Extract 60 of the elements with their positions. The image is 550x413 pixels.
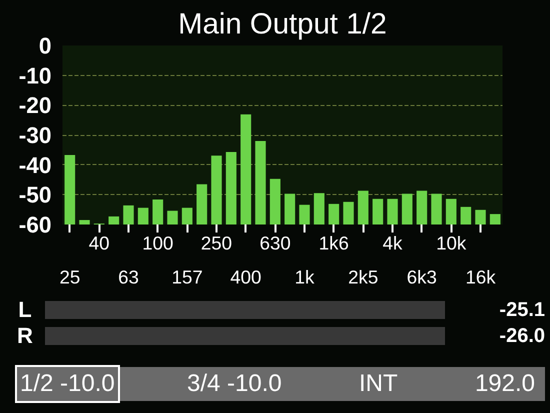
x-tick-label: 25 bbox=[59, 266, 80, 288]
x-tick-label: 2k5 bbox=[348, 266, 378, 288]
x-tick-label: 100 bbox=[142, 232, 174, 254]
x-tick-label: 4k bbox=[382, 232, 404, 254]
bar bbox=[211, 156, 222, 224]
y-tick-label: 0 bbox=[38, 32, 52, 58]
x-tick-label: 16k bbox=[465, 266, 496, 288]
text: 3/4 -10.0 bbox=[186, 368, 283, 399]
x-tick-label: 250 bbox=[200, 232, 232, 254]
y-tick-label: -30 bbox=[18, 122, 52, 148]
bar bbox=[416, 190, 428, 224]
bar bbox=[446, 198, 456, 224]
text: 192.0 bbox=[474, 368, 536, 399]
bar bbox=[152, 199, 164, 224]
category-label: L bbox=[18, 297, 32, 322]
bar bbox=[123, 205, 134, 224]
bar bbox=[79, 220, 90, 224]
bar bbox=[328, 204, 340, 224]
chart-title: Main Output 1/2 bbox=[178, 8, 387, 40]
data-label: -25.1 bbox=[498, 298, 545, 323]
bar bbox=[167, 210, 178, 224]
bar bbox=[284, 194, 296, 224]
category-label: R bbox=[17, 323, 33, 348]
data-label: -26.0 bbox=[498, 324, 545, 349]
bar bbox=[196, 184, 208, 224]
bar bbox=[108, 216, 120, 224]
x-tick-label: 630 bbox=[260, 232, 291, 254]
x-tick-label: 40 bbox=[88, 232, 110, 254]
x-tick-label: 400 bbox=[230, 266, 262, 288]
y-tick-label: -20 bbox=[18, 92, 52, 118]
bar bbox=[314, 193, 324, 224]
bar bbox=[387, 198, 398, 224]
bar bbox=[402, 194, 412, 224]
bar bbox=[343, 202, 354, 224]
bar bbox=[270, 178, 280, 224]
x-tick-label: 10k bbox=[436, 232, 467, 254]
bar bbox=[226, 152, 236, 224]
bar bbox=[490, 214, 500, 224]
bar bbox=[460, 206, 472, 224]
bar bbox=[64, 154, 76, 224]
y-tick-label: -10 bbox=[18, 62, 52, 88]
y-tick-label: -50 bbox=[18, 182, 52, 208]
bar bbox=[240, 114, 252, 224]
bar bbox=[358, 190, 368, 224]
bar bbox=[138, 208, 148, 224]
x-tick-label: 1k bbox=[294, 266, 316, 288]
bar bbox=[182, 208, 192, 224]
bar bbox=[255, 140, 266, 224]
text: INT bbox=[358, 368, 399, 399]
x-tick-label: 63 bbox=[118, 266, 139, 288]
bar bbox=[431, 194, 442, 224]
text: 1/2 -10.0 bbox=[15, 364, 120, 404]
x-tick-label: 1k6 bbox=[318, 232, 349, 254]
y-tick-label: -40 bbox=[18, 152, 52, 178]
y-tick-label: -60 bbox=[18, 212, 52, 238]
bar bbox=[475, 210, 486, 224]
bar bbox=[299, 204, 310, 224]
bar bbox=[372, 198, 384, 224]
x-tick-label: 157 bbox=[172, 266, 203, 288]
x-tick-label: 6k3 bbox=[406, 266, 437, 288]
